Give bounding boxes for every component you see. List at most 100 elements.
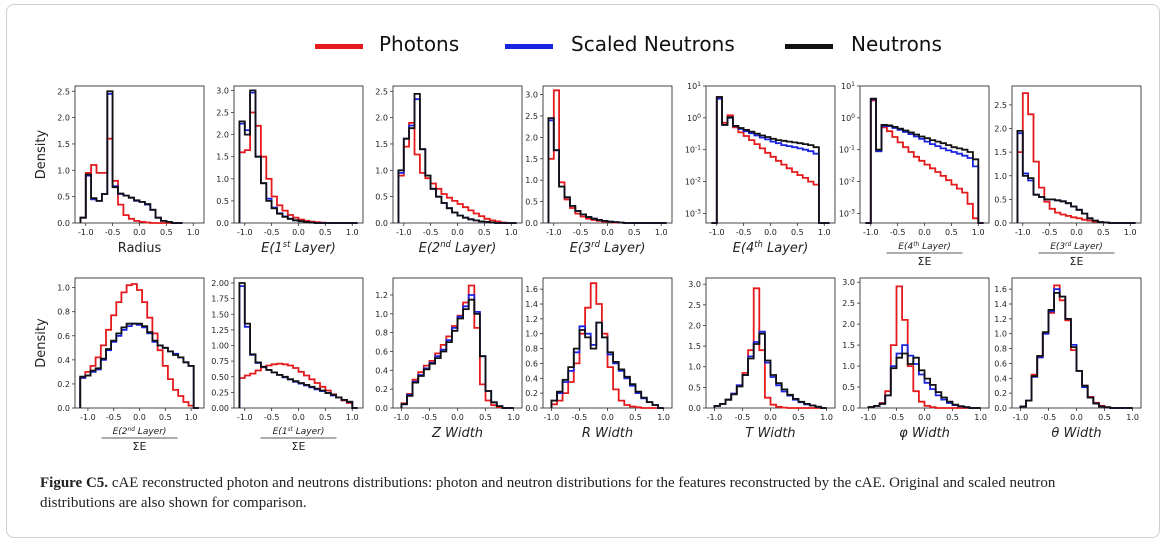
x-tick-label: 1.0 bbox=[655, 228, 668, 237]
x-tick-label: -1.0 bbox=[396, 228, 412, 237]
histogram-grid: 0.0 0.5 1.0 1.5 2.0 2.5 -1.0 -0.5 0.0 0.5 1.0 Radiu… bbox=[34, 81, 1142, 453]
x-tick-label: 0.0 bbox=[764, 413, 777, 422]
y-tick-label: 0.4 bbox=[57, 356, 70, 365]
x-tick-label: 0.0 bbox=[1070, 413, 1083, 422]
axes-frame bbox=[542, 85, 673, 224]
y-tick-label: 1.0 bbox=[994, 330, 1007, 339]
hist-neutrons bbox=[1016, 130, 1136, 224]
panel-8: 0.0 0.2 0.4 0.6 0.8 1.0 -1.0 -0.5 0.0 0.5 1.0 E(2nd… bbox=[34, 277, 205, 453]
x-label: φ Width bbox=[899, 426, 950, 441]
y-tick-label: 0.0 bbox=[842, 404, 855, 413]
x-tick-label: 1.0 bbox=[187, 228, 200, 237]
y-tick-label: 2.0 bbox=[375, 114, 388, 123]
x-tick-label: 1.0 bbox=[505, 228, 518, 237]
y-tick-label: 1.6 bbox=[525, 285, 538, 294]
y-tick-label: 1.5 bbox=[375, 140, 388, 149]
legend-swatch-neutrons bbox=[785, 44, 833, 49]
hist-neutrons bbox=[550, 321, 664, 409]
x-tick-label: -0.5 bbox=[1042, 228, 1058, 237]
y-tick-label: 0.8 bbox=[994, 345, 1007, 354]
hist-photons bbox=[865, 99, 984, 224]
legend-label-neutrons: Neutrons bbox=[851, 32, 942, 56]
panel-3: 0.0 0.5 1.0 1.5 2.0 2.5 -1.0 -0.5 0.0 0.5 1.0 E(2nd… bbox=[375, 85, 523, 256]
panel-1: 0.0 0.5 1.0 1.5 2.0 2.5 -1.0 -0.5 0.0 0.5 1.0 Radiu… bbox=[34, 85, 205, 256]
y-tick-label: 0.6 bbox=[525, 359, 538, 368]
x-label: E(3rd Layer) bbox=[570, 239, 646, 256]
y-tick-label: 0.0 bbox=[994, 219, 1007, 228]
y-tick-label: 0.5 bbox=[525, 198, 538, 207]
y-tick-label: 2.0 bbox=[842, 320, 855, 329]
y-tick-label: 2.5 bbox=[216, 109, 229, 118]
hist-photons bbox=[711, 96, 830, 224]
x-tick-label: 1.0 bbox=[972, 228, 985, 237]
x-tick-label: -0.5 bbox=[105, 228, 121, 237]
x-tick-label: 0.5 bbox=[159, 413, 172, 422]
panel-12: 0.0 0.5 1.0 1.5 2.0 2.5 3.0 -1.0 -0.5 0.0 0.5 1.0 T … bbox=[688, 277, 836, 441]
x-tick-label: -0.5 bbox=[423, 228, 439, 237]
y-tick-label: 0.0 bbox=[57, 219, 70, 228]
x-label: E(4th Layer) bbox=[733, 239, 809, 256]
x-tick-label: 1.0 bbox=[657, 413, 670, 422]
y-tick-label: 100 bbox=[687, 112, 701, 123]
x-tick-label: 1.0 bbox=[507, 413, 520, 422]
y-tick-label: 1.2 bbox=[375, 291, 388, 300]
panel-14: 0.0 0.2 0.4 0.6 0.8 1.0 1.2 1.4 1.6 -1.0 -0.5 0.0 0.… bbox=[994, 277, 1142, 441]
y-tick-label: 1.25 bbox=[211, 326, 229, 335]
hist-neutrons bbox=[1019, 292, 1133, 409]
x-tick-label: -1.0 bbox=[1013, 413, 1029, 422]
y-tick-label: 0.4 bbox=[525, 374, 538, 383]
x-tick-label: 1.0 bbox=[346, 413, 359, 422]
y-tick-label: 0.0 bbox=[375, 404, 388, 413]
y-tick-label: 2.0 bbox=[688, 321, 701, 330]
legend-label-scaled-neutrons: Scaled Neutrons bbox=[571, 32, 735, 56]
x-label-denominator: ΣE bbox=[918, 255, 932, 268]
y-tick-label: 2.5 bbox=[375, 87, 388, 96]
y-tick-label: 2.0 bbox=[216, 131, 229, 140]
y-tick-label: 1.0 bbox=[994, 172, 1007, 181]
y-tick-label: 1.5 bbox=[842, 341, 855, 350]
caption-text: cAE reconstructed photon and neutrons di… bbox=[40, 475, 1056, 511]
panel-2: 0.0 0.5 1.0 1.5 2.0 2.5 3.0 -1.0 -0.5 0.0 0.5 1.0 E(… bbox=[216, 85, 364, 256]
x-tick-label: 0.0 bbox=[764, 228, 777, 237]
y-tick-label: 2.0 bbox=[57, 114, 70, 123]
x-label: E(1st Layer) bbox=[261, 239, 336, 256]
hist-photons bbox=[79, 283, 199, 409]
x-label: Z Width bbox=[431, 426, 483, 441]
panel-11: 0.0 0.2 0.4 0.6 0.8 1.0 1.2 1.4 1.6 -1.0 -0.5 0.0 0.… bbox=[525, 277, 673, 441]
y-tick-label: 3.0 bbox=[688, 280, 701, 289]
hist-photons bbox=[397, 122, 517, 224]
y-tick-label: 0.8 bbox=[375, 329, 388, 338]
y-tick-label: 1.00 bbox=[211, 342, 229, 351]
panel-4: 0.0 0.5 1.0 1.5 2.0 2.5 3.0 -1.0 -0.5 0.0 0.5 1.0 E(… bbox=[525, 85, 673, 256]
x-label: Radius bbox=[118, 241, 162, 256]
hist-neutrons bbox=[238, 282, 358, 409]
y-tick-label: 0.0 bbox=[375, 219, 388, 228]
x-tick-label: 0.5 bbox=[946, 413, 959, 422]
legend: Photons Scaled Neutrons Neutrons bbox=[0, 30, 1167, 62]
y-tick-label: 0.25 bbox=[211, 388, 229, 397]
panel-10: 0.0 0.2 0.4 0.6 0.8 1.0 1.2 -1.0 -0.5 0.0 0.5 1.0 Z … bbox=[375, 277, 523, 441]
panel-6: 10-3 10-2 10-1 100 101 -1.0 -0.5 0.0 0.5 1.0 E(4th… bbox=[839, 81, 990, 268]
x-label-numerator: E(3rd Layer) bbox=[1050, 242, 1103, 252]
axes-frame bbox=[392, 277, 523, 409]
y-tick-label: 0.8 bbox=[57, 308, 70, 317]
y-tick-label: 1.2 bbox=[994, 315, 1007, 324]
y-tick-label: 2.5 bbox=[57, 87, 70, 96]
hist-neutrons bbox=[865, 97, 984, 224]
y-tick-label: 2.5 bbox=[688, 301, 701, 310]
y-tick-label: 0.4 bbox=[994, 374, 1007, 383]
y-tick-label: 1.5 bbox=[525, 155, 538, 164]
y-tick-label: 101 bbox=[841, 81, 855, 92]
x-tick-label: -0.5 bbox=[573, 228, 589, 237]
x-label-numerator: E(2nd Layer) bbox=[113, 427, 167, 437]
y-tick-label: 1.5 bbox=[688, 342, 701, 351]
y-tick-label: 0.6 bbox=[994, 359, 1007, 368]
y-tick-label: 1.4 bbox=[525, 300, 538, 309]
axes-frame bbox=[233, 277, 364, 409]
x-tick-label: 0.5 bbox=[791, 228, 804, 237]
x-tick-label: 0.5 bbox=[478, 228, 491, 237]
x-tick-label: 0.0 bbox=[601, 228, 614, 237]
x-label: T Width bbox=[745, 426, 795, 441]
x-tick-label: 1.0 bbox=[974, 413, 987, 422]
